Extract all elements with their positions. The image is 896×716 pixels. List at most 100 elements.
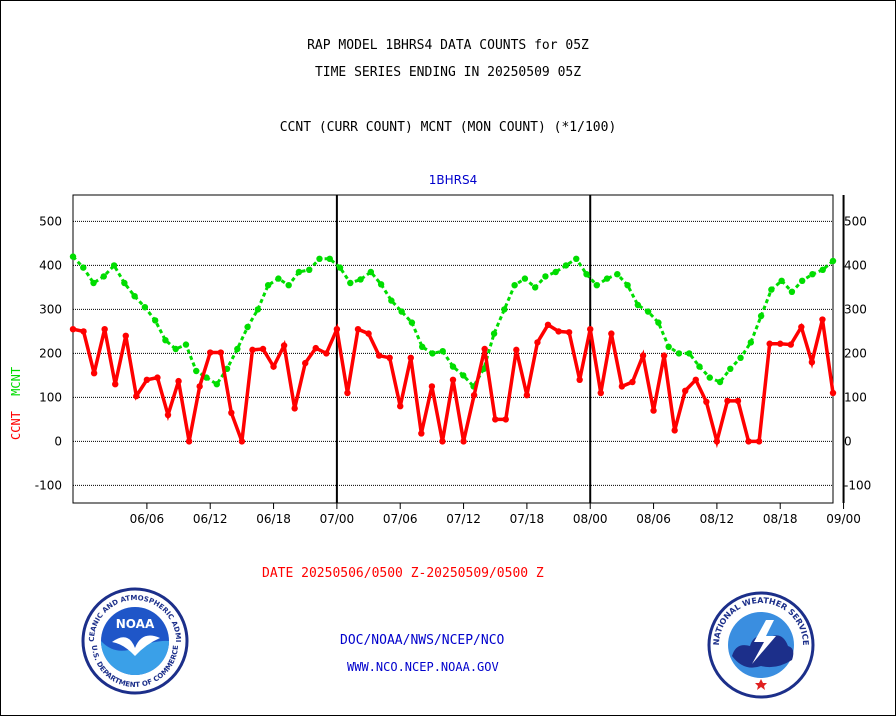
y-tick-label-right: 100 xyxy=(844,390,867,404)
y-tick-label-right: 0 xyxy=(844,434,852,448)
mcnt-point xyxy=(264,282,272,289)
mcnt-point xyxy=(213,381,220,388)
mcnt-point xyxy=(90,279,97,287)
x-tick-label: 07/18 xyxy=(510,512,545,526)
grid-lines xyxy=(73,220,833,486)
chart-legend-description: CCNT (CURR COUNT) MCNT (MON COUNT) (*1/1… xyxy=(279,120,617,135)
mcnt-point xyxy=(418,343,426,350)
mcnt-point xyxy=(614,271,621,278)
mcnt-point xyxy=(439,348,446,355)
mcnt-point xyxy=(429,350,436,357)
ccnt-point xyxy=(354,326,362,333)
mcnt-point xyxy=(829,257,837,265)
mcnt-point xyxy=(336,264,344,271)
x-axis-ticks: 06/06 06/12 06/18 07/00 07/06 07/12 07/18 08/00… xyxy=(130,503,861,526)
ccnt-point xyxy=(344,389,351,397)
ccnt-point xyxy=(407,354,414,361)
ccnt-point xyxy=(80,328,87,335)
mcnt-point xyxy=(244,323,251,331)
mcnt-point xyxy=(193,367,200,375)
day-separators xyxy=(335,195,845,503)
ccnt-point xyxy=(302,359,309,367)
mcnt-point xyxy=(367,268,375,276)
ccnt-point xyxy=(660,352,668,359)
mcnt-point xyxy=(285,282,292,289)
y-tick-label-left: 300 xyxy=(39,302,62,316)
national-weather-service-logo: NATIONAL WEATHER SERVICE xyxy=(707,591,815,699)
ccnt-point xyxy=(808,359,816,366)
ccnt-point xyxy=(386,354,393,361)
mcnt-point xyxy=(398,308,405,315)
ccnt-point xyxy=(122,332,129,339)
series-mcnt xyxy=(69,253,837,390)
mcnt-point xyxy=(665,343,672,350)
mcnt-point xyxy=(306,266,313,273)
mcnt-point xyxy=(778,277,785,284)
y-tick-label-right: 400 xyxy=(844,258,867,272)
ccnt-point xyxy=(513,346,520,354)
x-tick-label: 08/12 xyxy=(700,512,735,526)
chart-title-line-2: TIME SERIES ENDING IN 20250509 05Z xyxy=(314,65,582,80)
ccnt-point xyxy=(576,376,583,383)
ccnt-point xyxy=(333,326,341,333)
mcnt-point xyxy=(562,262,570,269)
mcnt-point xyxy=(583,271,590,278)
x-tick-label: 07/12 xyxy=(446,512,481,526)
ccnt-point xyxy=(312,344,319,352)
ccnt-point xyxy=(428,383,436,390)
x-tick-label: 07/06 xyxy=(383,512,418,526)
ccnt-point xyxy=(724,397,731,405)
ccnt-point xyxy=(69,326,77,333)
ccnt-point xyxy=(449,376,457,383)
mcnt-point xyxy=(141,304,149,311)
series-ccnt xyxy=(69,316,837,449)
mcnt-point xyxy=(316,255,323,262)
noaa-logo: NATIONAL OCEANIC AND ATMOSPHERIC ADMINIS… xyxy=(80,586,189,695)
y-tick-label-left: 100 xyxy=(39,390,62,404)
mcnt-point xyxy=(254,306,262,313)
mcnt-point xyxy=(347,279,354,287)
mcnt-point xyxy=(531,284,539,291)
date-range-label: DATE 20250506/0500 Z-20250509/0500 Z xyxy=(262,566,544,581)
mcnt-point xyxy=(798,277,806,284)
ccnt-point xyxy=(196,383,203,390)
ccnt-point xyxy=(692,376,699,383)
y-tick-label-left: 400 xyxy=(39,258,62,272)
mcnt-point xyxy=(234,345,241,353)
mcnt-point xyxy=(706,374,713,381)
ccnt-point xyxy=(101,326,108,333)
mcnt-point xyxy=(644,308,652,315)
x-tick-label: 06/06 xyxy=(130,512,165,526)
ccnt-point xyxy=(555,328,562,335)
ccnt-point xyxy=(143,376,151,383)
y-axis-label: CCNT MCNT xyxy=(9,367,23,440)
mcnt-point xyxy=(131,293,138,300)
mcnt-point xyxy=(377,281,385,288)
mcnt-point xyxy=(573,255,580,262)
ccnt-point xyxy=(745,438,752,445)
x-tick-label: 07/00 xyxy=(320,512,355,526)
ccnt-point xyxy=(618,383,626,390)
y-tick-label-right: 300 xyxy=(844,302,867,316)
ccnt-point xyxy=(492,416,499,423)
ccnt-point xyxy=(608,330,615,337)
ccnt-point xyxy=(481,345,488,353)
plot-area xyxy=(72,194,834,504)
mcnt-point xyxy=(727,365,734,372)
x-tick-label: 06/18 xyxy=(256,512,291,526)
website-label: WWW.NCO.NCEP.NOAA.GOV xyxy=(347,660,499,674)
svg-text:CCNT MCNT: CCNT MCNT xyxy=(9,367,23,440)
mcnt-point xyxy=(182,341,190,348)
mcnt-point xyxy=(655,319,662,326)
mcnt-point xyxy=(716,378,724,386)
ccnt-point xyxy=(629,378,636,386)
mcnt-point xyxy=(121,279,128,287)
mcnt-point xyxy=(696,363,703,370)
y-axis-label-ccnt: CCNT xyxy=(9,411,23,440)
mcnt-point xyxy=(100,273,108,280)
mcnt-point xyxy=(172,345,179,353)
x-tick-label: 08/18 xyxy=(763,512,798,526)
plot-title: 1BHRS4 xyxy=(429,173,477,187)
mcnt-point xyxy=(203,374,210,381)
y-tick-label-left: 0 xyxy=(54,434,62,448)
